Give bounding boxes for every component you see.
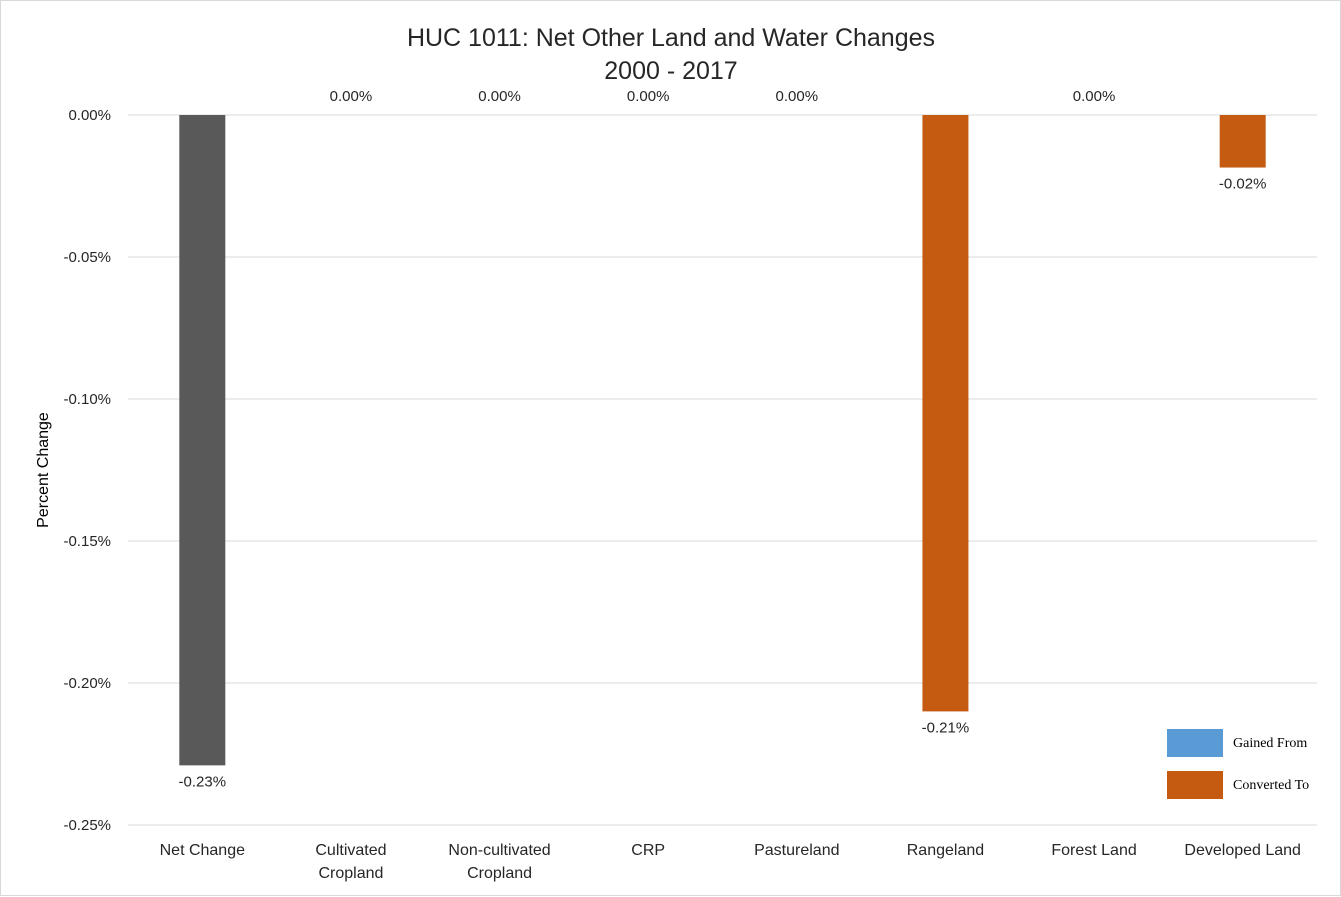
bars (179, 115, 1266, 766)
chart-title: HUC 1011: Net Other Land and Water Chang… (407, 24, 935, 85)
chart-title-line: 2000 - 2017 (604, 57, 737, 85)
category-label: Cropland (467, 865, 532, 882)
y-tick-label: -0.20% (63, 675, 111, 692)
legend: Gained From Converted To (1167, 729, 1309, 799)
y-tick-label: 0.00% (68, 107, 111, 124)
data-label: -0.23% (179, 773, 227, 790)
bar (922, 115, 969, 712)
bar (179, 115, 226, 766)
gridlines (128, 114, 1317, 826)
data-label: 0.00% (330, 88, 373, 105)
data-label: 0.00% (478, 88, 521, 105)
bar (1219, 115, 1266, 168)
data-label: 0.00% (776, 88, 819, 105)
category-label: Non-cultivated (448, 842, 550, 859)
category-label: Developed Land (1184, 842, 1301, 859)
y-tick-label: -0.25% (63, 817, 111, 834)
y-axis-title: Percent Change (35, 412, 52, 528)
category-label: Net Change (160, 842, 245, 859)
data-label: 0.00% (627, 88, 670, 105)
legend-swatch (1167, 771, 1223, 799)
y-tick-label: -0.15% (63, 533, 111, 550)
y-axis-ticks: 0.00% -0.05% -0.10% -0.15% -0.20% -0.25% (63, 107, 111, 834)
y-tick-label: -0.10% (63, 391, 111, 408)
category-label: Pastureland (754, 842, 839, 859)
category-label: CRP (631, 842, 665, 859)
category-label: Cropland (318, 865, 383, 882)
legend-swatch (1167, 729, 1223, 757)
chart-title-line: HUC 1011: Net Other Land and Water Chang… (407, 24, 935, 52)
data-label: 0.00% (1073, 88, 1116, 105)
y-tick-label: -0.05% (63, 249, 111, 266)
x-axis-categories: Net Change Cultivated Cropland Non-cultivat… (160, 842, 1301, 882)
data-label: -0.02% (1219, 176, 1267, 193)
legend-label: Gained From (1233, 736, 1307, 751)
legend-label: Converted To (1233, 778, 1309, 793)
category-label: Rangeland (907, 842, 984, 859)
category-label: Forest Land (1051, 842, 1136, 859)
data-labels: -0.23% 0.00% 0.00% 0.00% 0.00% -0.21% 0.00% -0.… (179, 88, 1267, 790)
data-label: -0.21% (922, 719, 970, 736)
category-label: Cultivated (315, 842, 386, 859)
